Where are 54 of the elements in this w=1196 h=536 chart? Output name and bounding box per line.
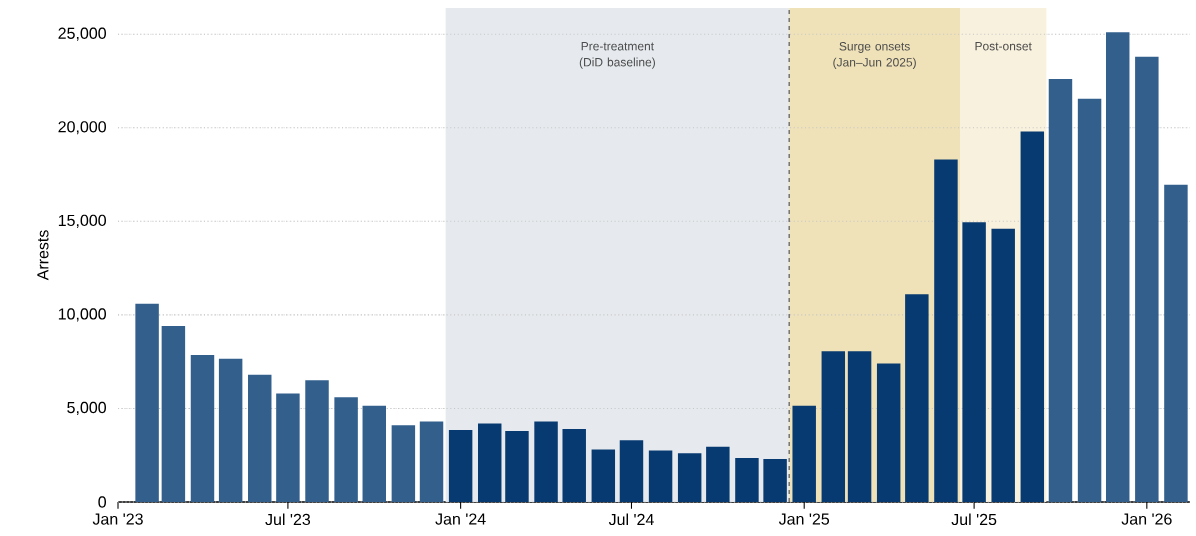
bar xyxy=(391,425,416,502)
band-label: Pre-treatment (DiD baseline) xyxy=(579,42,655,69)
y-tick-label: 20,000 xyxy=(58,121,106,135)
x-tick-label: Jan '24 xyxy=(435,513,486,525)
bar xyxy=(248,374,272,502)
y-axis-title: Arrests xyxy=(37,230,49,281)
bar xyxy=(478,423,502,502)
bar xyxy=(505,430,529,502)
bar xyxy=(1135,56,1159,502)
x-tick-label: Jul '23 xyxy=(265,513,311,526)
bar xyxy=(591,449,616,502)
x-tick-label: Jan '26 xyxy=(1121,513,1172,525)
x-tick-label: Jul '24 xyxy=(608,513,654,526)
band-label: Post-onset xyxy=(975,42,1032,51)
bar xyxy=(677,453,702,502)
bar xyxy=(847,351,872,502)
x-tick-label: Jan '23 xyxy=(92,513,143,525)
bar xyxy=(991,228,1015,502)
bar xyxy=(706,446,730,502)
bar xyxy=(534,421,558,502)
x-tick-label: Jul '25 xyxy=(951,513,997,526)
bar xyxy=(190,355,215,502)
bar xyxy=(792,405,816,502)
bar xyxy=(1020,131,1045,502)
bar xyxy=(934,159,958,502)
bar xyxy=(1048,79,1073,502)
bar xyxy=(763,458,787,502)
bar xyxy=(1164,184,1188,502)
bar xyxy=(419,421,444,502)
bar xyxy=(905,294,929,502)
bar xyxy=(448,429,473,502)
y-tick-label: 0 xyxy=(98,496,107,508)
bar xyxy=(161,326,186,502)
bar xyxy=(562,429,586,502)
bar xyxy=(1106,32,1130,502)
bar xyxy=(362,405,386,502)
x-tick-label: Jan '25 xyxy=(778,513,830,525)
bar xyxy=(1077,98,1102,502)
band-label: Surge onsets (Jan–Jun 2025) xyxy=(833,42,916,69)
bar xyxy=(276,393,300,502)
bar xyxy=(619,440,644,502)
y-tick-label: 5,000 xyxy=(67,401,106,416)
y-tick-label: 10,000 xyxy=(58,308,106,322)
bar xyxy=(876,363,901,502)
bar xyxy=(334,397,358,502)
bar xyxy=(135,303,159,502)
bar xyxy=(735,458,759,502)
bar xyxy=(648,450,673,502)
bar xyxy=(821,351,846,502)
y-tick-label: 15,000 xyxy=(58,214,106,228)
bar xyxy=(218,358,243,502)
bar xyxy=(305,380,329,502)
y-tick-label: 25,000 xyxy=(58,27,106,41)
bar xyxy=(962,222,986,502)
